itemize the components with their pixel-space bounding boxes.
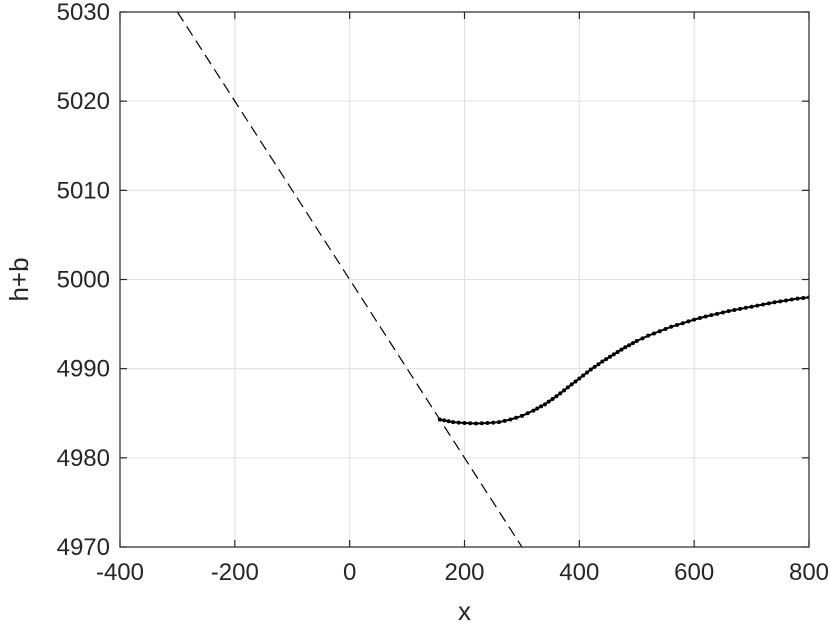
series-point bbox=[686, 319, 691, 324]
series-point bbox=[581, 373, 586, 378]
series-point bbox=[669, 324, 674, 329]
series-point bbox=[592, 364, 597, 369]
series-point bbox=[755, 303, 760, 308]
series-point bbox=[496, 420, 501, 425]
series-point bbox=[623, 345, 628, 350]
series-point bbox=[525, 411, 530, 416]
x-tick-label: -400 bbox=[96, 559, 144, 586]
series-point bbox=[611, 352, 616, 357]
series-point bbox=[468, 421, 473, 426]
series-point bbox=[491, 420, 496, 425]
y-tick-label: 4990 bbox=[57, 356, 110, 383]
series-point bbox=[437, 417, 442, 422]
series-point bbox=[766, 301, 771, 306]
series-point bbox=[726, 309, 731, 314]
series-point bbox=[615, 350, 620, 355]
series-point bbox=[749, 304, 754, 309]
series-point bbox=[596, 362, 601, 367]
y-tick-label: 4980 bbox=[57, 445, 110, 472]
series-point bbox=[743, 305, 748, 310]
x-tick-label: -200 bbox=[211, 559, 259, 586]
y-tick-label: 5020 bbox=[57, 88, 110, 115]
series-point bbox=[546, 399, 551, 404]
series-point bbox=[573, 379, 578, 384]
series-point bbox=[607, 354, 612, 359]
series-point bbox=[451, 420, 456, 425]
series-point bbox=[703, 314, 708, 319]
series-point bbox=[569, 382, 574, 387]
series-point bbox=[789, 297, 794, 302]
series-point bbox=[542, 402, 547, 407]
tick-marks bbox=[119, 11, 810, 548]
series-point bbox=[646, 333, 651, 338]
series-point bbox=[640, 336, 645, 341]
series-point bbox=[479, 421, 484, 426]
series-point bbox=[558, 391, 563, 396]
series-point bbox=[738, 306, 743, 311]
series-point bbox=[519, 413, 524, 418]
series-point bbox=[657, 329, 662, 334]
series-point bbox=[619, 347, 624, 352]
series-line-dashed bbox=[176, 12, 523, 547]
series-point bbox=[732, 308, 737, 313]
series-point bbox=[562, 388, 567, 393]
x-tick-label: 0 bbox=[343, 559, 356, 586]
series-point bbox=[588, 367, 593, 372]
series-point bbox=[442, 418, 447, 423]
series-point bbox=[761, 302, 766, 307]
series-point bbox=[680, 321, 685, 326]
series-point bbox=[456, 420, 461, 425]
series-point bbox=[778, 299, 783, 304]
series-point bbox=[531, 408, 536, 413]
series-point bbox=[801, 296, 806, 300]
series-point bbox=[795, 296, 800, 301]
series-point bbox=[446, 419, 451, 424]
series-point bbox=[663, 326, 668, 331]
x-axis-label: x bbox=[458, 596, 471, 624]
series-point bbox=[630, 341, 635, 346]
x-tick-label: 200 bbox=[444, 559, 484, 586]
x-tick-labels: -400 -200 0 200 400 600 800 bbox=[96, 559, 829, 586]
series-point bbox=[473, 421, 478, 426]
series-point bbox=[514, 415, 519, 420]
series-point bbox=[535, 406, 540, 411]
series-point bbox=[600, 359, 605, 364]
series-group bbox=[176, 12, 809, 547]
series-point bbox=[634, 339, 639, 344]
series-point bbox=[502, 418, 507, 423]
series-point bbox=[584, 370, 589, 375]
series-point bbox=[772, 300, 777, 305]
series-point bbox=[692, 317, 697, 322]
series-point bbox=[715, 311, 720, 316]
series-point bbox=[508, 417, 513, 422]
y-tick-labels: 4970 4980 4990 5000 5010 5020 5030 bbox=[57, 0, 110, 561]
series-point bbox=[720, 310, 725, 315]
y-tick-label: 5030 bbox=[57, 0, 110, 26]
series-point bbox=[784, 298, 789, 303]
series-point bbox=[565, 385, 570, 390]
x-tick-label: 800 bbox=[789, 559, 829, 586]
y-tick-label: 5010 bbox=[57, 177, 110, 204]
series-point bbox=[651, 331, 656, 336]
series-point bbox=[462, 421, 467, 426]
series-point bbox=[554, 394, 559, 399]
series-point bbox=[485, 421, 490, 426]
x-tick-label: 400 bbox=[559, 559, 599, 586]
series-point bbox=[577, 376, 582, 381]
series-point bbox=[539, 404, 544, 409]
series-point bbox=[627, 343, 632, 348]
series-point bbox=[604, 357, 609, 362]
series-point bbox=[674, 322, 679, 327]
y-tick-label: 5000 bbox=[57, 267, 110, 294]
series-point bbox=[697, 316, 702, 321]
x-tick-label: 600 bbox=[674, 559, 714, 586]
series-point bbox=[709, 313, 714, 318]
series-point bbox=[550, 396, 555, 401]
y-tick-label: 4970 bbox=[57, 534, 110, 561]
y-axis-label: h+b bbox=[4, 257, 34, 301]
